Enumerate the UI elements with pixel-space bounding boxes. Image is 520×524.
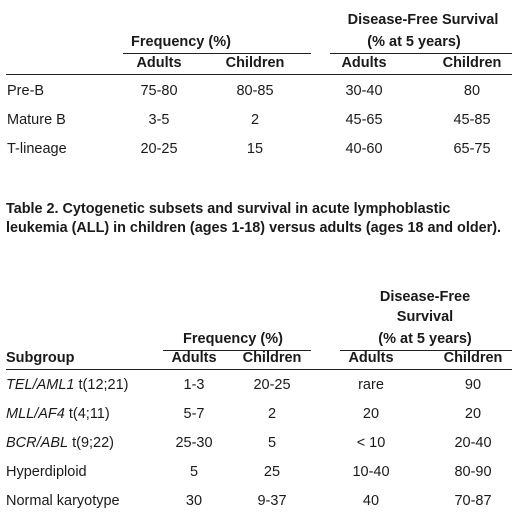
cell-dfs-adults: 10-40 (352, 464, 390, 480)
table2-frequency-rule (163, 350, 311, 351)
gene-name: TEL/AML1 (6, 377, 75, 393)
table1-subheader-dfs-children: Children (442, 55, 502, 71)
table2-dfs-rule (340, 350, 512, 351)
cell-dfs-children: 80 (463, 83, 481, 99)
translocation: t(9;22) (68, 435, 114, 451)
table2-subgroup-header: Subgroup (6, 350, 75, 366)
row-label: MLL/AF4 t(4;11) (6, 406, 110, 422)
gene-name: BCR/ABL (6, 435, 69, 451)
table2-dfs-header-line1: Disease-Free (379, 289, 471, 305)
table1-dfs-rule (330, 53, 512, 54)
row-label: TEL/AML1 t(12;21) (6, 377, 129, 393)
cell-freq-adults: 75-80 (140, 83, 178, 99)
cell-dfs-children: 20 (464, 406, 482, 422)
table1-frequency-rule (123, 53, 311, 54)
cell-dfs-children: 80-90 (454, 464, 492, 480)
cell-dfs-children: 20-40 (454, 435, 492, 451)
table2-header-rule (6, 369, 512, 370)
table1-header-rule (6, 74, 512, 75)
translocation: t(4;11) (64, 406, 110, 422)
table1-subheader-dfs-adults: Adults (341, 55, 387, 71)
table1-subheader-freq-children: Children (225, 55, 285, 71)
cell-dfs-adults: 40 (362, 493, 380, 509)
cell-freq-adults: 5-7 (183, 406, 205, 422)
cell-freq-adults: 3-5 (148, 112, 170, 128)
translocation: Hyperdiploid (6, 464, 87, 480)
cell-freq-children: 9-37 (257, 493, 287, 509)
row-label: T-lineage (7, 141, 67, 157)
row-label: Pre-B (7, 83, 45, 99)
row-label: Normal karyotype (6, 493, 120, 509)
cell-dfs-children: 70-87 (454, 493, 492, 509)
table2-subheader-freq-adults: Adults (171, 350, 217, 366)
cell-dfs-adults: rare (358, 377, 384, 393)
table1-dfs-header-line1: Disease-Free Survival (347, 12, 499, 28)
cell-dfs-adults: < 10 (356, 435, 386, 451)
cell-freq-adults: 20-25 (140, 141, 178, 157)
row-label: Hyperdiploid (6, 464, 87, 480)
cell-freq-children: 25 (263, 464, 281, 480)
table2-subheader-dfs-children: Children (443, 350, 503, 366)
cell-freq-children: 80-85 (236, 83, 274, 99)
cell-freq-adults: 5 (189, 464, 199, 480)
translocation: Normal karyotype (6, 493, 120, 509)
cell-freq-children: 20-25 (253, 377, 291, 393)
cell-dfs-adults: 20 (362, 406, 380, 422)
cell-freq-adults: 25-30 (175, 435, 213, 451)
cell-dfs-children: 45-85 (453, 112, 491, 128)
cell-freq-children: 5 (267, 435, 277, 451)
cell-freq-children: 2 (250, 112, 260, 128)
cell-freq-children: 15 (246, 141, 264, 157)
table1-subheader-freq-adults: Adults (136, 55, 182, 71)
table1-dfs-header-line2: (% at 5 years) (367, 34, 461, 50)
cell-dfs-children: 65-75 (453, 141, 491, 157)
cell-dfs-children: 90 (464, 377, 482, 393)
gene-name: MLL/AF4 (6, 406, 65, 422)
table1-frequency-header: Frequency (%) (131, 34, 231, 50)
table2-subheader-dfs-adults: Adults (348, 350, 394, 366)
table2-dfs-header-line2: Survival (396, 309, 454, 325)
cell-freq-adults: 30 (185, 493, 203, 509)
table2-dfs-header-line3: (% at 5 years) (378, 331, 472, 347)
table2-frequency-header: Frequency (%) (183, 331, 283, 347)
translocation: t(12;21) (74, 377, 129, 393)
cell-freq-children: 2 (267, 406, 277, 422)
cell-freq-adults: 1-3 (183, 377, 205, 393)
cell-dfs-adults: 45-65 (345, 112, 383, 128)
cell-dfs-adults: 40-60 (345, 141, 383, 157)
table2-subheader-freq-children: Children (242, 350, 302, 366)
table2-caption: Table 2. Cytogenetic subsets and surviva… (6, 201, 502, 236)
cell-dfs-adults: 30-40 (345, 83, 383, 99)
row-label: Mature B (7, 112, 66, 128)
row-label: BCR/ABL t(9;22) (6, 435, 114, 451)
